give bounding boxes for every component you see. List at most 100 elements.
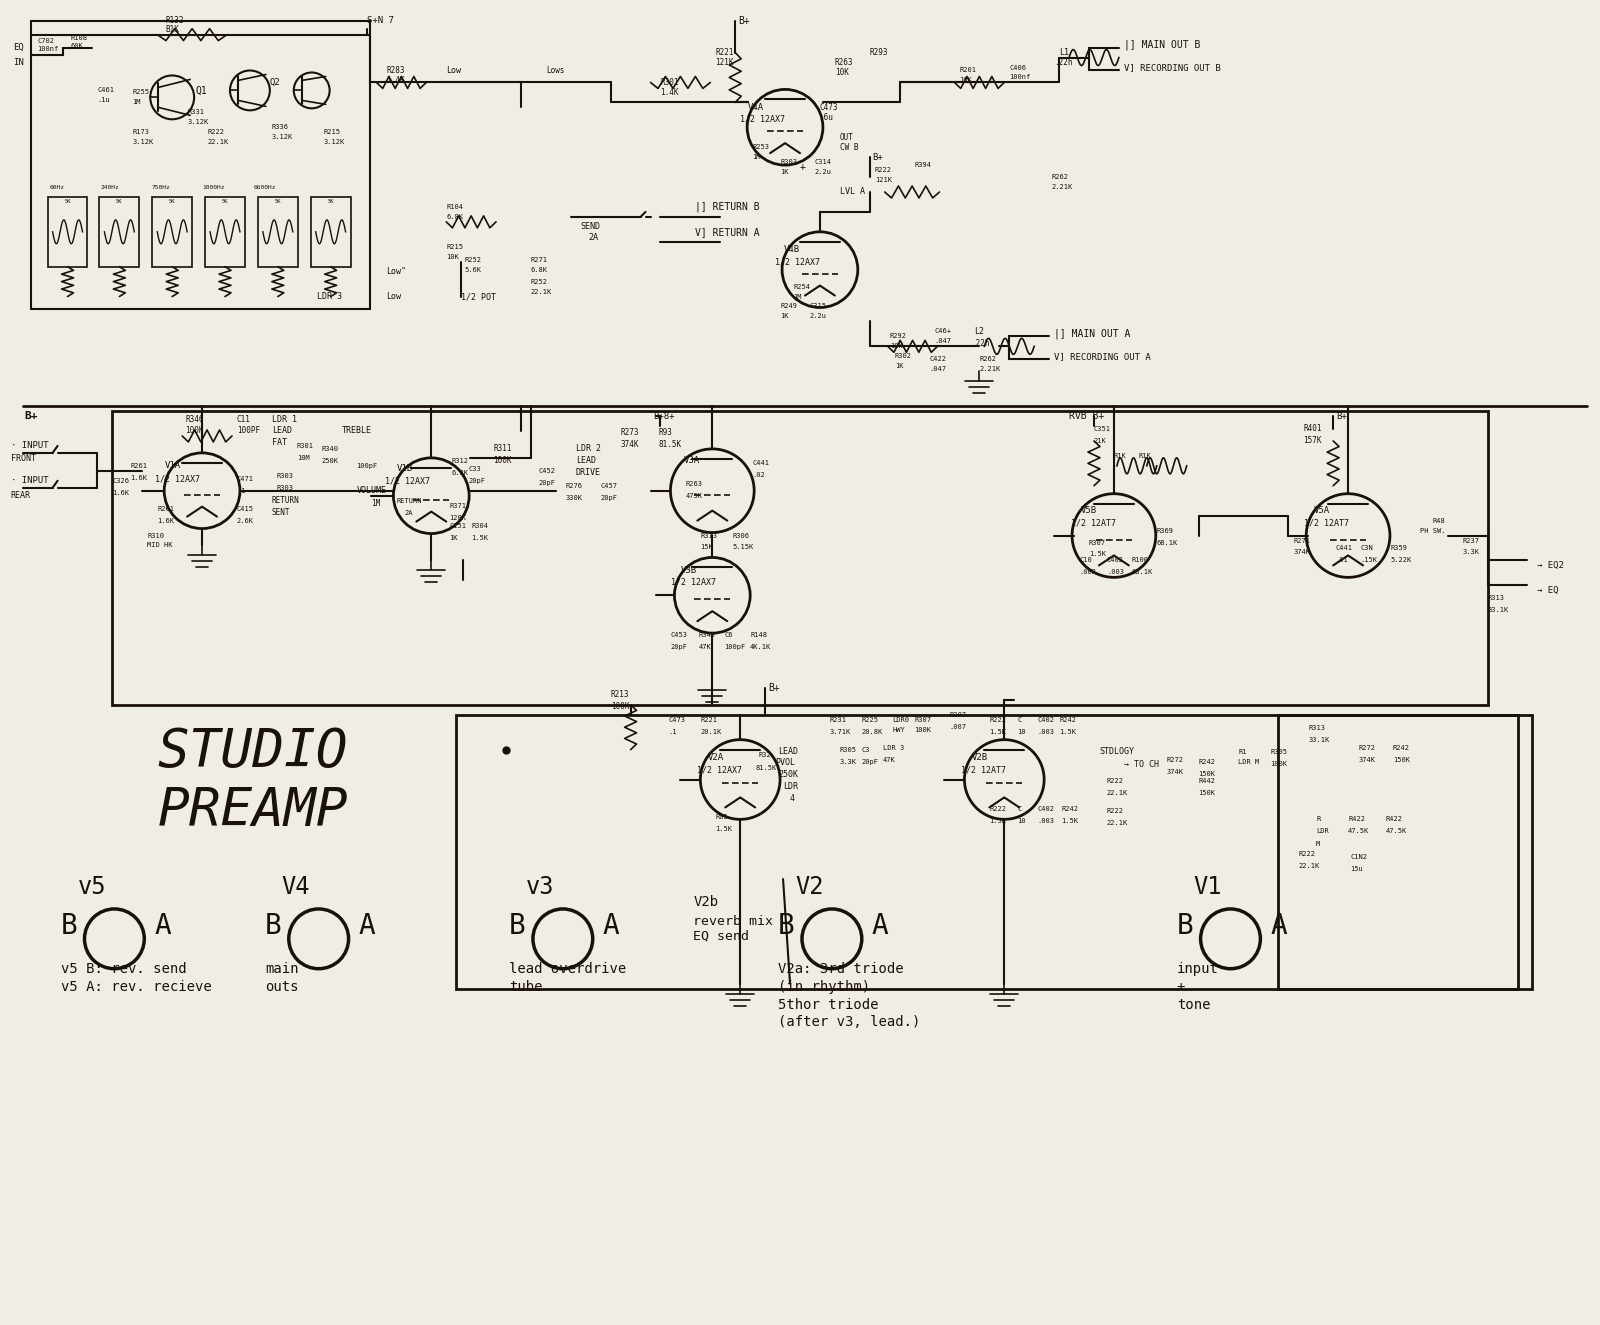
Text: B1K: B1K <box>165 25 179 34</box>
Text: 5K: 5K <box>328 200 334 204</box>
Text: R302: R302 <box>894 354 912 359</box>
Text: 5K: 5K <box>64 200 70 204</box>
Text: R303: R303 <box>277 473 294 478</box>
Text: .22h: .22h <box>971 339 990 348</box>
Text: R1K: R1K <box>1114 453 1126 458</box>
Text: C402: C402 <box>1037 807 1054 812</box>
Text: LDR 2: LDR 2 <box>576 444 600 453</box>
Text: C6: C6 <box>725 632 733 639</box>
Text: R306: R306 <box>733 533 749 538</box>
Text: 475K: 475K <box>685 493 702 498</box>
Text: 1K: 1K <box>450 534 458 541</box>
Text: M: M <box>1317 841 1320 847</box>
Text: C351: C351 <box>1094 425 1110 432</box>
Text: REAR: REAR <box>11 492 30 501</box>
Bar <box>310 197 350 266</box>
Text: 20pF: 20pF <box>600 494 618 501</box>
Text: C415: C415 <box>237 506 254 511</box>
Text: V5B: V5B <box>1082 506 1098 515</box>
Text: 121K: 121K <box>715 58 734 68</box>
Text: V2a: 3rd triode: V2a: 3rd triode <box>778 962 904 975</box>
Text: 1.4K: 1.4K <box>387 76 405 85</box>
Text: 10K: 10K <box>446 253 459 260</box>
Text: R100: R100 <box>1131 558 1149 563</box>
Text: L1: L1 <box>1059 48 1069 57</box>
Text: C471: C471 <box>237 476 254 482</box>
Text: 1.5K: 1.5K <box>1059 729 1077 734</box>
Text: S+N 7: S+N 7 <box>366 16 394 25</box>
Text: 374K: 374K <box>1293 550 1310 555</box>
Text: 100K: 100K <box>493 456 512 465</box>
Text: R108: R108 <box>70 34 88 41</box>
Text: → TO CH: → TO CH <box>1123 761 1158 768</box>
Text: C46+: C46+ <box>934 329 952 334</box>
Text: 47.5K: 47.5K <box>1386 828 1408 835</box>
Text: 1.5K: 1.5K <box>989 729 1006 734</box>
Text: PH SW.: PH SW. <box>1419 527 1445 534</box>
Text: .02: .02 <box>752 472 765 478</box>
Text: 4K.1K: 4K.1K <box>750 644 771 651</box>
Text: R132: R132 <box>165 16 184 25</box>
Text: C441: C441 <box>1334 546 1352 551</box>
Text: 6.8K: 6.8K <box>446 213 464 220</box>
Text: C402: C402 <box>1037 717 1054 722</box>
Text: 6.8K: 6.8K <box>451 470 469 476</box>
Text: 10K: 10K <box>890 343 902 350</box>
Text: R222: R222 <box>1107 808 1123 815</box>
Text: 100pF: 100pF <box>725 644 746 651</box>
Text: R32: R32 <box>758 751 771 758</box>
Text: -6u: -6u <box>819 113 834 122</box>
Text: R242: R242 <box>1394 745 1410 751</box>
Text: 2.21K: 2.21K <box>979 366 1000 372</box>
Text: 60K: 60K <box>70 42 83 49</box>
Text: R311: R311 <box>493 444 512 453</box>
Text: 5.22K: 5.22K <box>1390 558 1413 563</box>
Bar <box>30 21 370 310</box>
Text: R442: R442 <box>1198 779 1216 784</box>
Text: STUDIO: STUDIO <box>157 726 347 778</box>
Text: 100K: 100K <box>915 726 931 733</box>
Text: R271: R271 <box>531 257 547 262</box>
Bar <box>456 714 1533 988</box>
Text: 3.3K: 3.3K <box>1462 550 1480 555</box>
Text: 2.2u: 2.2u <box>814 170 832 175</box>
Text: R359: R359 <box>1390 546 1408 551</box>
Text: R252: R252 <box>531 278 547 285</box>
Text: 2A: 2A <box>405 510 413 515</box>
Text: 100pF: 100pF <box>357 462 378 469</box>
Text: B+8+: B+8+ <box>653 412 675 420</box>
Text: R304: R304 <box>470 522 488 529</box>
Text: 750Hz: 750Hz <box>152 184 171 189</box>
Text: V1A: V1A <box>165 461 181 470</box>
Text: R401: R401 <box>1304 424 1322 433</box>
Text: 6.8K: 6.8K <box>531 266 547 273</box>
Text: LEAD: LEAD <box>272 427 291 436</box>
Text: L2: L2 <box>974 327 984 337</box>
Text: v5 B: rev. send: v5 B: rev. send <box>61 962 186 975</box>
Text: R303: R303 <box>277 485 294 490</box>
Text: R242: R242 <box>1059 717 1077 722</box>
Text: main: main <box>266 962 298 975</box>
Text: C453: C453 <box>670 632 688 639</box>
Text: R262: R262 <box>1051 174 1069 180</box>
Text: 5thor triode: 5thor triode <box>778 998 878 1011</box>
Text: V2b: V2b <box>693 894 718 909</box>
Text: R276: R276 <box>566 482 582 489</box>
Text: LDR M: LDR M <box>1238 759 1259 765</box>
Text: MID HK: MID HK <box>147 542 173 549</box>
Text: C452: C452 <box>539 468 555 474</box>
Text: R313: R313 <box>1309 725 1325 730</box>
Text: R221: R221 <box>715 48 734 57</box>
Text: C473: C473 <box>669 717 685 722</box>
Text: HWY: HWY <box>893 726 906 733</box>
Text: 47.5K: 47.5K <box>1349 828 1370 835</box>
Text: 1/2 12AX7: 1/2 12AX7 <box>698 765 742 774</box>
Text: C702: C702 <box>38 37 54 44</box>
Text: R307: R307 <box>915 717 931 722</box>
Text: B+: B+ <box>768 682 779 693</box>
Text: 22.1K: 22.1K <box>1298 863 1320 869</box>
Text: Q2: Q2 <box>270 78 280 87</box>
Text: 1.6K: 1.6K <box>112 490 130 496</box>
Text: EQ: EQ <box>13 44 24 52</box>
Text: R303: R303 <box>781 159 797 166</box>
